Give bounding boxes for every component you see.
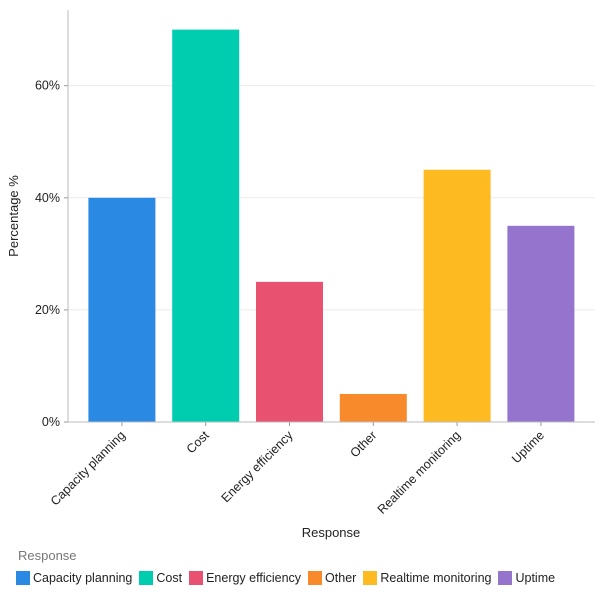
x-tick-label: Energy efficiency: [219, 428, 297, 506]
x-tick-label: Capacity planning: [48, 428, 128, 508]
legend-label: Capacity planning: [33, 571, 133, 585]
y-tick-label: 40%: [35, 191, 60, 205]
legend-label: Energy efficiency: [206, 571, 302, 585]
bar-energy-efficiency: [256, 281, 323, 422]
bar-realtime-monitoring: [423, 169, 491, 422]
bar-uptime: [507, 225, 575, 422]
legend-swatch: [308, 571, 323, 585]
legend-swatch: [363, 571, 378, 585]
legend-item[interactable]: Realtime monitoring: [363, 571, 491, 585]
legend-item[interactable]: Cost: [139, 571, 182, 585]
x-tick-label: Cost: [184, 428, 212, 456]
bar-capacity-planning: [88, 197, 156, 422]
legend-swatch: [189, 571, 204, 585]
x-axis-title: Response: [302, 525, 361, 540]
y-tick-label: 60%: [35, 79, 60, 93]
legend-label: Other: [325, 571, 357, 585]
bar-other: [339, 393, 407, 422]
legend-item[interactable]: Energy efficiency: [189, 571, 301, 585]
legend-item[interactable]: Capacity planning: [16, 571, 132, 585]
legend-title: Response: [18, 548, 77, 563]
legend-label: Uptime: [515, 571, 556, 585]
bar-cost: [172, 29, 240, 422]
legend-swatch: [498, 571, 513, 585]
legend-item[interactable]: Other: [308, 571, 356, 585]
legend-label: Realtime monitoring: [380, 571, 492, 585]
legend-label: Cost: [156, 571, 183, 585]
x-tick-label: Other: [347, 428, 379, 460]
legend: Capacity planning Cost Energy efficiency Ot…: [16, 571, 562, 585]
x-tick-label: Uptime: [509, 428, 547, 466]
y-axis-title: Percentage %: [6, 175, 21, 257]
legend-swatch: [16, 571, 30, 585]
y-tick-label: 20%: [35, 303, 60, 317]
legend-swatch: [139, 571, 154, 585]
x-tick-label: Realtime monitoring: [375, 428, 464, 517]
y-tick-label: 0%: [42, 415, 60, 429]
legend-item[interactable]: Uptime: [498, 571, 555, 585]
